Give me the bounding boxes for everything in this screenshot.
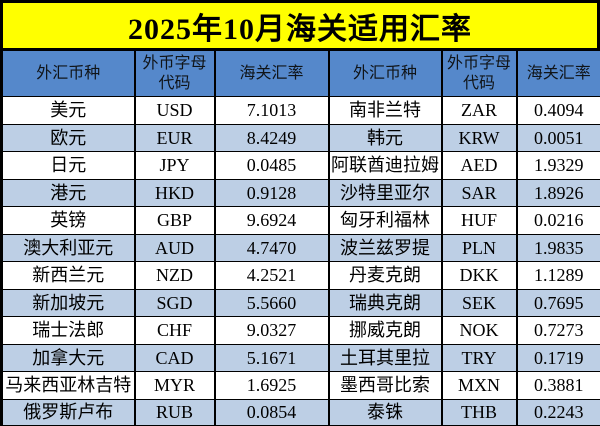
rate-cell: 1.8926 [515,178,600,207]
rate-cell: 0.9128 [213,178,330,207]
rate-cell: 4.7470 [213,233,330,262]
table-row: 澳大利亚元 AUD 4.7470 波兰兹罗提 PLN 1.9835 [0,233,600,262]
rate-cell: 9.0327 [213,316,330,345]
rate-cell: 0.0216 [515,206,600,235]
page-title: 2025年10月海关适用汇率 [0,0,600,48]
currency-cell: 墨西哥比索 [327,371,443,400]
currency-cell: 挪威克朗 [327,316,443,345]
code-cell: MYR [133,371,216,400]
currency-cell: 土耳其里拉 [327,343,443,372]
rate-cell: 1.1289 [515,261,600,290]
code-cell: SGD [133,288,216,317]
rate-cell: 0.3881 [515,371,600,400]
code-cell: CAD [133,343,216,372]
currency-cell: 日元 [0,151,136,180]
table-row: 新加坡元 SGD 5.5660 瑞典克朗 SEK 0.7695 [0,288,600,317]
currency-column-header: 外汇币种 [0,49,136,97]
currency-cell: 丹麦克朗 [327,261,443,290]
rate-cell: 0.7695 [515,288,600,317]
rate-cell: 1.6925 [213,371,330,400]
currency-column-header: 外汇币种 [327,49,443,97]
currency-cell: 新加坡元 [0,288,136,317]
currency-cell: 南非兰特 [327,96,443,125]
currency-cell: 港元 [0,178,136,207]
code-cell: GBP [133,206,216,235]
code-cell: EUR [133,123,216,152]
rate-cell: 5.5660 [213,288,330,317]
currency-cell: 阿联酋迪拉姆 [327,151,443,180]
table-header-row: 外汇币种 外币字母 代码 海关汇率 外汇币种 外币字母 代码 海关汇率 [0,49,600,97]
code-cell: RUB [133,398,216,426]
rate-cell: 1.9329 [515,151,600,180]
table-row: 瑞士法郎 CHF 9.0327 挪威克朗 NOK 0.7273 [0,316,600,345]
code-cell: SEK [440,288,518,317]
table-row: 新西兰元 NZD 4.2521 丹麦克朗 DKK 1.1289 [0,261,600,290]
currency-cell: 欧元 [0,123,136,152]
code-cell: AUD [133,233,216,262]
currency-cell: 波兰兹罗提 [327,233,443,262]
table-row: 俄罗斯卢布 RUB 0.0854 泰铢 THB 0.2243 [0,398,600,426]
rate-cell: 7.1013 [213,96,330,125]
table-row: 加拿大元 CAD 5.1671 土耳其里拉 TRY 0.1719 [0,343,600,372]
table-row: 日元 JPY 0.0485 阿联酋迪拉姆 AED 1.9329 [0,151,600,180]
currency-cell: 澳大利亚元 [0,233,136,262]
currency-cell: 新西兰元 [0,261,136,290]
currency-cell: 美元 [0,96,136,125]
table-row: 英镑 GBP 9.6924 匈牙利福林 HUF 0.0216 [0,206,600,235]
code-cell: THB [440,398,518,426]
rate-column-header: 海关汇率 [213,49,330,97]
code-column-header: 外币字母 代码 [133,49,216,97]
currency-cell: 马来西亚林吉特 [0,371,136,400]
exchange-rate-table: 外汇币种 外币字母 代码 海关汇率 外汇币种 外币字母 代码 海关汇率 美元 USD 7.10… [0,48,600,426]
rate-cell: 0.0485 [213,151,330,180]
currency-cell: 韩元 [327,123,443,152]
rate-cell: 0.0854 [213,398,330,426]
currency-cell: 泰铢 [327,398,443,426]
table-row: 欧元 EUR 8.4249 韩元 KRW 0.0051 [0,123,600,152]
rate-cell: 8.4249 [213,123,330,152]
rate-cell: 0.0051 [515,123,600,152]
currency-cell: 沙特里亚尔 [327,178,443,207]
currency-cell: 俄罗斯卢布 [0,398,136,426]
rate-cell: 0.1719 [515,343,600,372]
code-cell: ZAR [440,96,518,125]
table-row: 美元 USD 7.1013 南非兰特 ZAR 0.4094 [0,96,600,125]
rate-cell: 4.2521 [213,261,330,290]
code-cell: KRW [440,123,518,152]
code-cell: TRY [440,343,518,372]
rate-cell: 0.2243 [515,398,600,426]
code-cell: HKD [133,178,216,207]
code-cell: PLN [440,233,518,262]
rate-cell: 0.7273 [515,316,600,345]
table-row: 港元 HKD 0.9128 沙特里亚尔 SAR 1.8926 [0,178,600,207]
code-cell: JPY [133,151,216,180]
currency-cell: 英镑 [0,206,136,235]
currency-cell: 匈牙利福林 [327,206,443,235]
rate-cell: 9.6924 [213,206,330,235]
rate-cell: 0.4094 [515,96,600,125]
currency-cell: 瑞士法郎 [0,316,136,345]
code-column-header: 外币字母 代码 [440,49,518,97]
code-cell: USD [133,96,216,125]
code-cell: AED [440,151,518,180]
rate-column-header: 海关汇率 [515,49,600,97]
code-cell: DKK [440,261,518,290]
table-row: 马来西亚林吉特 MYR 1.6925 墨西哥比索 MXN 0.3881 [0,371,600,400]
code-cell: NZD [133,261,216,290]
rate-cell: 1.9835 [515,233,600,262]
code-cell: NOK [440,316,518,345]
currency-cell: 加拿大元 [0,343,136,372]
code-cell: HUF [440,206,518,235]
code-cell: SAR [440,178,518,207]
currency-cell: 瑞典克朗 [327,288,443,317]
code-cell: CHF [133,316,216,345]
rate-cell: 5.1671 [213,343,330,372]
code-cell: MXN [440,371,518,400]
